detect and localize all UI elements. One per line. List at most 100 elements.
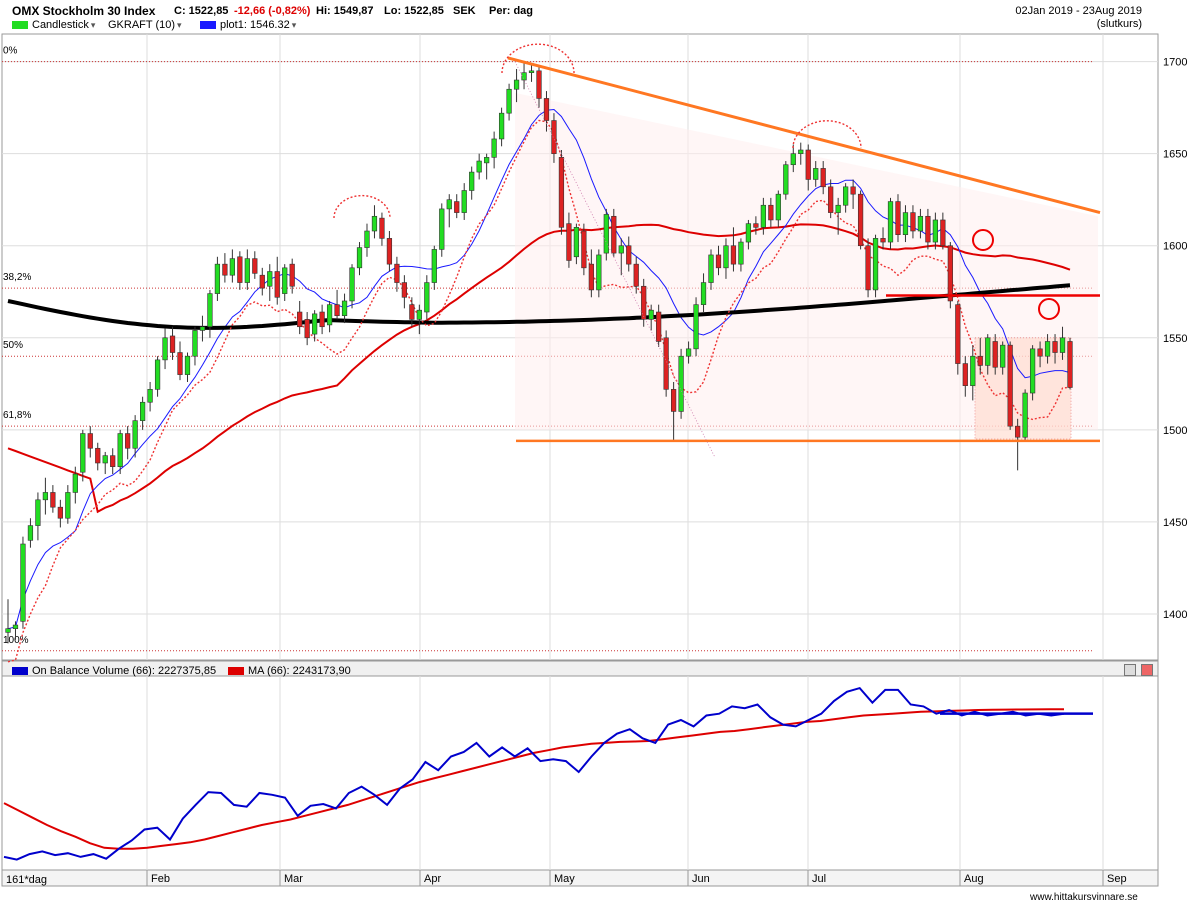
- close-icon[interactable]: [1141, 664, 1153, 676]
- candle-body: [267, 271, 273, 287]
- candlestick-swatch: [12, 21, 28, 30]
- month-label: May: [554, 873, 575, 885]
- candle-body: [760, 204, 766, 228]
- fan-line: [514, 61, 716, 458]
- candle-body: [828, 186, 834, 213]
- legend-plot1[interactable]: plot1: 1546.32 ▾: [200, 19, 296, 31]
- candle-body: [932, 219, 938, 243]
- candle-body: [222, 263, 228, 276]
- candle-body: [648, 309, 654, 320]
- candle-body: [536, 70, 542, 99]
- candle-body: [910, 212, 916, 232]
- candle-body: [214, 263, 221, 294]
- candle-body: [813, 168, 819, 180]
- month-label: Jun: [692, 873, 710, 885]
- candle-body: [57, 506, 63, 519]
- candle-body: [162, 337, 168, 361]
- candle-body: [424, 282, 430, 313]
- candle-body: [371, 215, 378, 232]
- candle-body: [117, 433, 123, 467]
- candle-body: [820, 168, 826, 188]
- wrench-icon[interactable]: [1124, 664, 1136, 676]
- candle-body: [409, 304, 415, 320]
- candle-body: [708, 254, 714, 283]
- candle-body: [192, 330, 198, 357]
- candle-body: [865, 245, 871, 291]
- candle-body: [1037, 348, 1043, 357]
- candle-body: [962, 363, 968, 386]
- candle-body: [289, 263, 295, 287]
- candle-body: [207, 293, 213, 328]
- fib-label: 38,2%: [3, 272, 31, 283]
- candle-body: [513, 79, 520, 90]
- candle-body: [312, 313, 318, 335]
- watermark: www.hittakursvinnare.se: [1030, 892, 1138, 903]
- y-tick-label: 1650: [1163, 149, 1187, 161]
- candle-body: [498, 112, 505, 140]
- candle-body: [1029, 348, 1036, 394]
- candle-body: [558, 157, 565, 228]
- candle-body: [880, 238, 886, 243]
- candle-body: [364, 230, 370, 248]
- legend-candlestick[interactable]: Candlestick ▾: [12, 19, 95, 31]
- period-code: 161*dag: [6, 874, 47, 886]
- period-label: Per: dag: [489, 5, 534, 17]
- candle-body: [805, 149, 811, 180]
- candle-body: [738, 241, 744, 265]
- candle-body: [177, 352, 183, 375]
- cross-circle: [972, 229, 994, 251]
- legend-ma[interactable]: MA (66): 2243173,90: [228, 665, 351, 677]
- y-tick-label: 1550: [1163, 333, 1187, 345]
- candle-body: [140, 401, 146, 421]
- candle-body: [469, 171, 475, 191]
- candle-body: [244, 258, 250, 283]
- fib-label: 61,8%: [3, 410, 31, 421]
- fib-label: 50%: [3, 340, 23, 351]
- plot1-swatch: [200, 21, 216, 30]
- ma-red-line: [7, 223, 1071, 514]
- legend-candlestick-label: Candlestick: [32, 19, 89, 31]
- candle-body: [5, 628, 11, 633]
- candle-body: [895, 201, 901, 235]
- candle-body: [730, 245, 737, 265]
- candle-body: [12, 624, 19, 629]
- candle-body: [439, 208, 445, 250]
- candle-body: [843, 186, 849, 206]
- candle-body: [304, 319, 310, 339]
- candle-body: [252, 258, 258, 274]
- resistance-trendline: [507, 56, 1101, 215]
- candle-body: [1015, 425, 1021, 438]
- candle-body: [102, 455, 108, 464]
- candle-body: [850, 186, 856, 195]
- obv-panel: [1, 660, 1159, 871]
- candle-body: [297, 311, 303, 328]
- candle-body: [798, 149, 804, 154]
- candle-body: [656, 311, 662, 342]
- candle-body: [745, 223, 752, 243]
- legend-obv[interactable]: On Balance Volume (66): 2227375,85: [12, 665, 216, 677]
- candle-body: [386, 238, 393, 265]
- candle-body: [259, 274, 265, 289]
- candle-body: [768, 204, 774, 221]
- candle-body: [626, 245, 632, 265]
- change-value: -12,66 (-0,82%): [234, 5, 311, 17]
- candle-body: [618, 245, 624, 254]
- legend-gkraft[interactable]: GKRAFT (10) ▾: [108, 19, 182, 31]
- high-value: Hi: 1549,87: [316, 5, 374, 17]
- chevron-down-icon: ▾: [90, 20, 96, 30]
- candle-body: [87, 433, 93, 449]
- candle-body: [65, 492, 71, 519]
- candle-body: [379, 217, 385, 239]
- candle-body: [401, 282, 407, 298]
- candle-body: [446, 199, 452, 210]
- candle-body: [394, 263, 400, 283]
- month-label: Jul: [812, 873, 826, 885]
- candle-body: [1022, 392, 1028, 438]
- candle-body: [237, 256, 243, 283]
- obv-header-bar: [1, 660, 1159, 677]
- candle-body: [484, 157, 490, 164]
- candle-body: [1059, 337, 1066, 353]
- candle-body: [1000, 344, 1006, 368]
- candle-body: [887, 201, 894, 243]
- time-axis-bar: [1, 869, 1159, 887]
